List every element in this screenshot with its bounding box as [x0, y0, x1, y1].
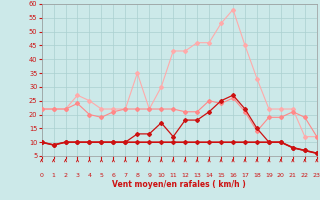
X-axis label: Vent moyen/en rafales ( km/h ): Vent moyen/en rafales ( km/h ) [112, 180, 246, 189]
